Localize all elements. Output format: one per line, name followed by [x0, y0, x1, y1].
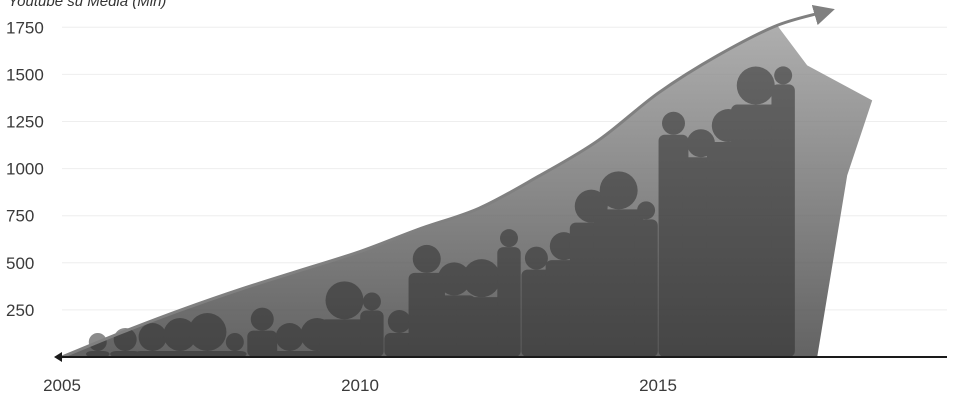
collage-body: [497, 247, 521, 357]
collage-face: [362, 292, 381, 311]
collage-face: [661, 111, 685, 135]
collage-face: [412, 244, 441, 273]
y-tick-label: 1250: [6, 113, 44, 132]
collage-face: [275, 323, 304, 351]
collage-body: [247, 330, 278, 357]
collage-body: [593, 209, 644, 357]
collage-body: [771, 84, 795, 357]
collage-face: [325, 281, 364, 320]
collage-face: [163, 318, 197, 351]
collage-body: [182, 351, 233, 357]
x-tick-label: 2005: [43, 376, 81, 395]
y-tick-label: 1750: [6, 18, 44, 37]
collage-body: [731, 104, 781, 357]
photo-collage: [62, 25, 873, 358]
x-axis-arrow-icon: [54, 352, 62, 362]
collage-body: [456, 297, 507, 357]
collage-body: [658, 134, 689, 357]
collage-body: [360, 310, 384, 357]
y-tick-label: 500: [6, 254, 34, 273]
growth-curve: [61, 4, 835, 359]
collage-body: [86, 351, 110, 357]
collage-body: [521, 269, 552, 357]
collage-body: [384, 332, 415, 357]
collage-face: [138, 323, 167, 351]
collage-face: [500, 229, 518, 248]
x-tick-label: 2010: [341, 376, 379, 395]
y-tick-label: 1000: [6, 160, 44, 179]
y-tick-label: 250: [6, 301, 34, 320]
collage-body: [319, 319, 370, 357]
collage-face: [250, 307, 274, 331]
collage-face: [599, 171, 638, 210]
y-axis-title: Youtube su Media (Mln): [8, 0, 166, 10]
y-tick-label: 1500: [6, 65, 44, 84]
collage-face: [524, 246, 548, 270]
x-tick-label: 2015: [639, 376, 677, 395]
x-axis-ticks: 2005 2010 2015: [43, 376, 677, 395]
collage-face: [387, 309, 411, 333]
collage-face: [225, 333, 244, 351]
collage-body: [223, 351, 247, 357]
collage-body: [110, 351, 141, 357]
y-axis-ticks: 250 500 750 1000 1250 1500 1750: [6, 18, 44, 320]
collage-face: [637, 201, 656, 220]
collage-face: [437, 262, 471, 296]
collage-face: [774, 66, 793, 85]
collage-face: [462, 259, 501, 298]
collage-face: [188, 313, 227, 351]
y-tick-label: 750: [6, 207, 34, 226]
collage-body: [634, 219, 658, 357]
collage-face: [736, 66, 775, 105]
